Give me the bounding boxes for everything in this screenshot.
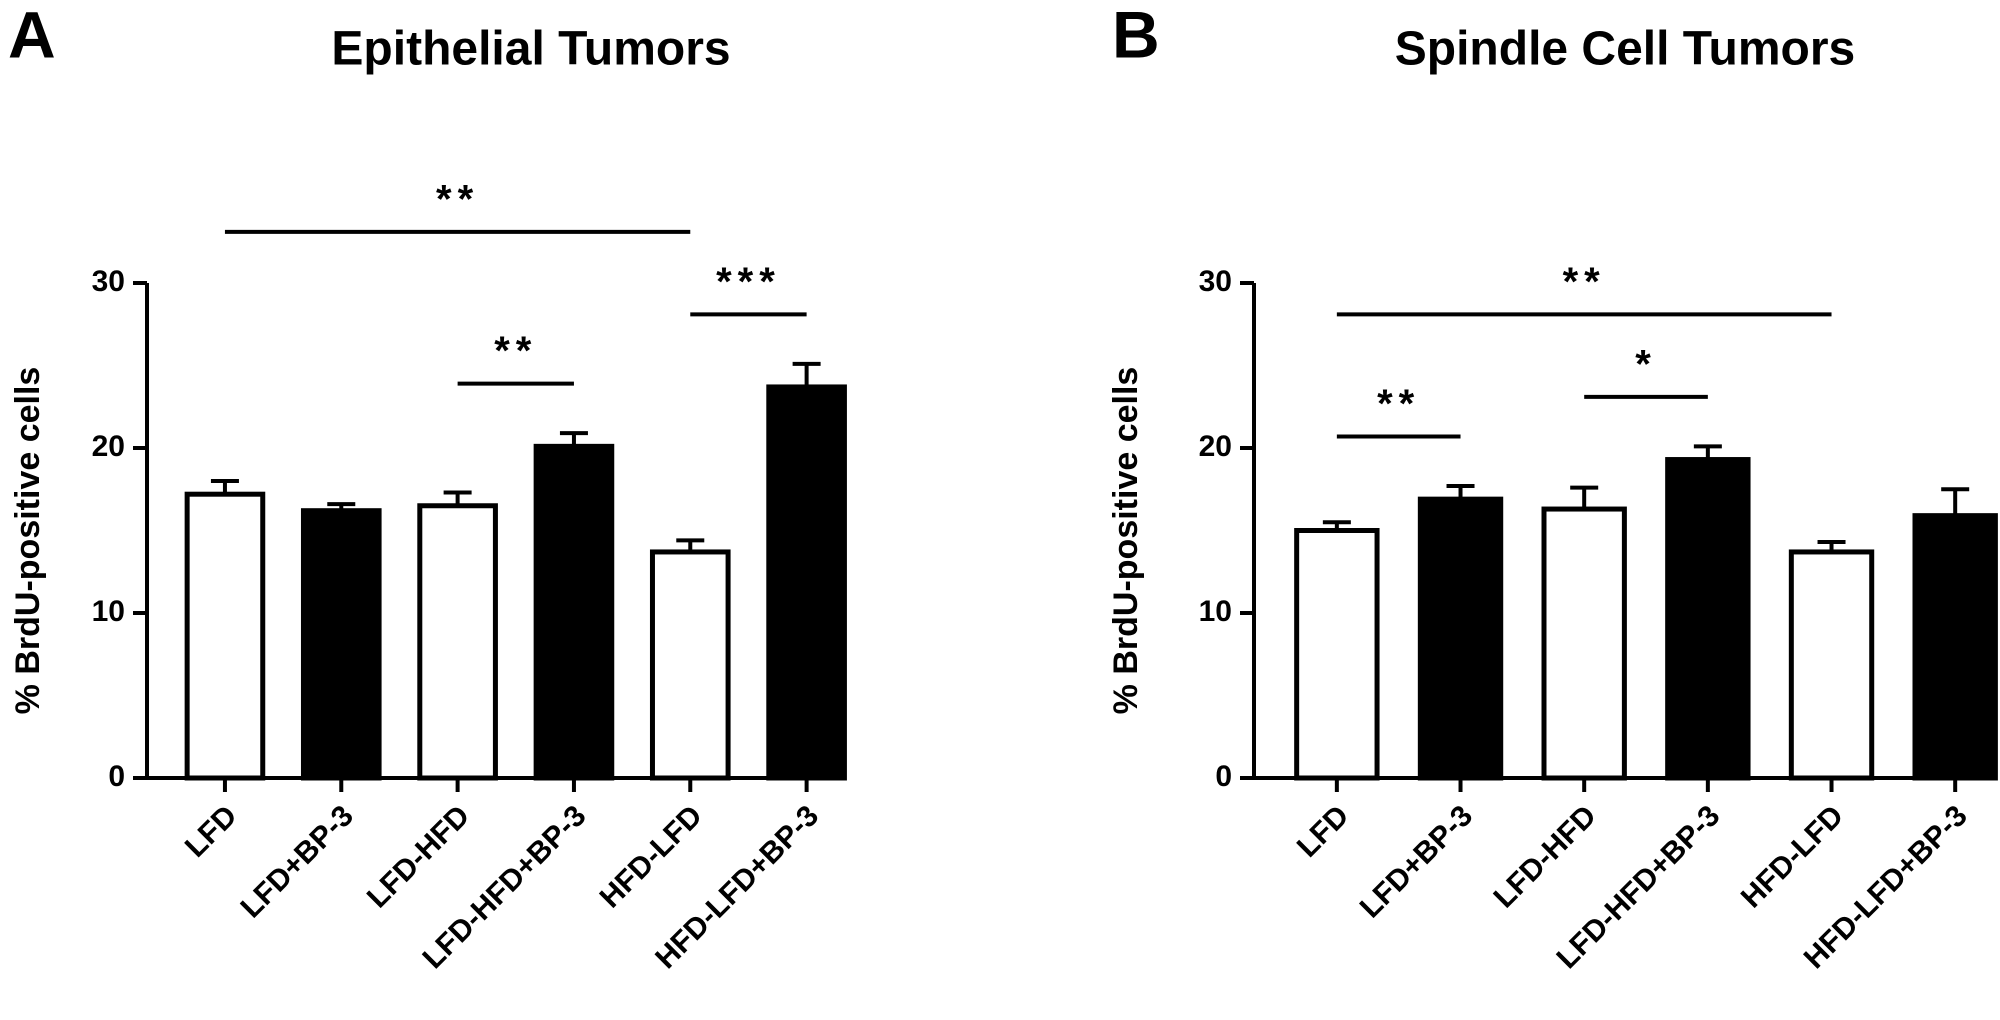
y-tick-label: 0 — [1215, 760, 1232, 793]
x-tick-label: LFD — [1291, 799, 1356, 864]
bar — [533, 443, 615, 781]
y-tick-label: 20 — [92, 430, 125, 463]
significance-label: ** — [1563, 260, 1606, 304]
bar — [1788, 549, 1875, 781]
y-tick-label: 20 — [1199, 430, 1232, 463]
x-tick-label: LFD-HFD — [1488, 799, 1603, 914]
bar — [1417, 496, 1504, 781]
y-tick-label: 0 — [108, 760, 125, 793]
x-tick-label: LFD+BP-3 — [235, 799, 360, 924]
bar — [766, 384, 847, 781]
significance-label: ** — [494, 329, 537, 373]
chart-title: Epithelial Tumors — [331, 23, 730, 76]
bar — [300, 508, 382, 781]
y-axis-label: % BrdU-positive cells — [9, 367, 47, 715]
bar — [1912, 513, 1998, 781]
significance-label: ** — [1377, 382, 1420, 426]
y-tick-label: 30 — [92, 265, 125, 298]
y-tick-label: 30 — [1199, 265, 1232, 298]
significance-label: *** — [716, 260, 781, 304]
significance-label: * — [1635, 342, 1657, 386]
panel-letter: A — [8, 0, 56, 71]
bar — [184, 491, 266, 781]
x-tick-label: HFD-LFD — [594, 799, 709, 914]
bar — [1541, 506, 1627, 781]
panel-letter: B — [1112, 0, 1160, 71]
x-tick-label: LFD — [179, 799, 244, 864]
y-tick-label: 10 — [1199, 595, 1232, 628]
y-axis-label: % BrdU-positive cells — [1107, 367, 1145, 715]
chart-title: Spindle Cell Tumors — [1395, 23, 1856, 76]
x-tick-label: LFD-HFD — [361, 799, 476, 914]
x-tick-label: LFD+BP-3 — [1354, 799, 1479, 924]
bar — [417, 503, 498, 781]
bar — [1294, 528, 1380, 781]
x-tick-label: HFD-LFD — [1735, 799, 1850, 914]
bar — [649, 549, 731, 781]
significance-label: ** — [436, 177, 479, 221]
y-tick-label: 10 — [92, 595, 125, 628]
bar — [1665, 457, 1751, 781]
